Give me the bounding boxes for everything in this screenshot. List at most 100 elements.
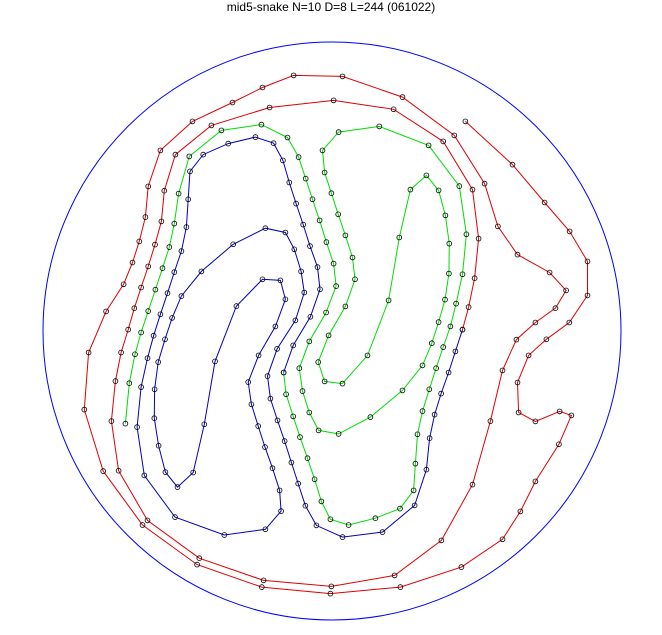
snake-node-marker bbox=[141, 472, 148, 479]
snake-node-marker bbox=[208, 122, 215, 129]
snake-node-marker bbox=[151, 386, 158, 393]
snake-node-marker bbox=[262, 526, 269, 533]
snake-node-marker bbox=[532, 478, 539, 485]
snake-node-marker bbox=[302, 502, 309, 509]
snake-node-marker bbox=[327, 516, 334, 523]
snake-node-marker bbox=[462, 118, 469, 125]
snake-node-marker bbox=[584, 292, 591, 299]
snake-node-marker bbox=[174, 484, 181, 490]
snake-node-marker bbox=[186, 153, 193, 160]
snake-node-marker bbox=[546, 269, 553, 276]
snake-node-marker bbox=[499, 536, 506, 543]
snake-node-marker bbox=[295, 154, 302, 160]
snake-node-marker bbox=[301, 289, 308, 296]
snake-node-marker bbox=[321, 378, 328, 385]
snake-node-marker bbox=[118, 349, 124, 356]
snake-node-marker bbox=[255, 352, 262, 359]
snake-node-marker bbox=[162, 336, 168, 343]
snake-node-marker bbox=[152, 241, 158, 248]
snake-node-marker bbox=[426, 386, 433, 393]
snake-node-marker bbox=[230, 241, 237, 248]
snake-node-marker bbox=[314, 264, 321, 270]
snake-node-marker bbox=[120, 281, 127, 288]
snake-node-marker bbox=[194, 561, 200, 568]
snake-node-marker bbox=[258, 121, 265, 128]
snake-node-marker bbox=[266, 104, 273, 111]
snake-node-marker bbox=[225, 140, 232, 147]
snake-node-marker bbox=[315, 359, 322, 365]
snake-node-marker bbox=[115, 467, 122, 474]
snake-node-marker bbox=[339, 380, 346, 387]
snake-node-marker bbox=[453, 300, 459, 307]
snake-node-marker bbox=[283, 391, 289, 398]
snake-node-marker bbox=[233, 303, 240, 309]
snake-node-marker bbox=[274, 417, 281, 424]
snake-node-marker bbox=[145, 183, 152, 190]
snake-node-marker bbox=[187, 168, 193, 175]
snake-node-marker bbox=[290, 413, 297, 420]
snake-node-marker bbox=[419, 408, 426, 414]
snake-node-marker bbox=[445, 369, 452, 376]
snake-node-marker bbox=[426, 435, 433, 442]
snake-node-marker bbox=[563, 287, 569, 294]
snake-node-marker bbox=[145, 308, 152, 314]
snake-node-marker bbox=[171, 220, 178, 227]
snake-node-marker bbox=[157, 311, 164, 318]
snake-node-marker bbox=[276, 487, 283, 494]
snake-node-marker bbox=[475, 235, 482, 242]
snake-node-marker bbox=[327, 590, 334, 597]
snake-node-marker bbox=[166, 244, 173, 250]
snake-node-marker bbox=[172, 514, 178, 520]
snake-node-marker bbox=[323, 309, 329, 316]
snake-lines bbox=[83, 74, 588, 595]
snake-node-marker bbox=[328, 583, 335, 590]
snake-node-marker bbox=[345, 522, 352, 528]
snake-node-marker bbox=[541, 199, 548, 206]
snake-node-marker bbox=[568, 412, 575, 419]
snake-node-marker bbox=[138, 329, 144, 336]
snake-node-marker bbox=[136, 238, 143, 245]
snake-node-marker bbox=[293, 200, 299, 207]
snake-node-marker bbox=[313, 522, 320, 529]
snake-node-marker bbox=[552, 305, 559, 312]
snake-node-marker bbox=[438, 390, 444, 397]
snake-segment-blue bbox=[136, 136, 463, 538]
snake-node-marker bbox=[390, 106, 397, 113]
snake-node-marker bbox=[452, 348, 459, 355]
snake-node-marker bbox=[280, 157, 286, 164]
snake-node-marker bbox=[304, 455, 311, 462]
snake-node-marker bbox=[309, 196, 316, 203]
snake-node-marker bbox=[423, 172, 430, 179]
snake-node-marker bbox=[328, 190, 335, 197]
snake-node-marker bbox=[125, 326, 131, 333]
snake-node-marker bbox=[229, 99, 236, 106]
snake-node-marker bbox=[339, 534, 346, 540]
snake-node-marker bbox=[297, 434, 303, 440]
snake-node-marker bbox=[514, 251, 521, 258]
snake-node-marker bbox=[280, 369, 287, 376]
snake-segment-red bbox=[83, 74, 588, 595]
snake-node-marker bbox=[270, 140, 277, 147]
snake-node-marker bbox=[272, 323, 279, 330]
snake-node-marker bbox=[292, 317, 299, 324]
snake-node-marker bbox=[306, 338, 313, 345]
snake-node-marker bbox=[495, 223, 501, 230]
snake-node-marker bbox=[138, 284, 144, 291]
snake-node-marker bbox=[152, 286, 159, 293]
snake-node-marker bbox=[440, 138, 447, 145]
snake-node-marker bbox=[282, 296, 289, 303]
snake-node-marker bbox=[446, 240, 453, 247]
snake-node-marker bbox=[190, 469, 197, 476]
snake-node-marker bbox=[318, 498, 325, 505]
snake-node-marker bbox=[296, 365, 303, 372]
snake-node-marker bbox=[543, 336, 550, 343]
snake-node-marker bbox=[171, 269, 178, 275]
snake-node-marker bbox=[155, 359, 162, 365]
snake-node-marker bbox=[175, 190, 182, 197]
snake-node-marker bbox=[447, 323, 454, 330]
snake-node-marker bbox=[515, 409, 522, 416]
snake-node-marker bbox=[81, 406, 88, 413]
snake-node-marker bbox=[298, 268, 304, 275]
snake-node-marker bbox=[286, 179, 293, 186]
snake-node-marker bbox=[517, 508, 524, 515]
